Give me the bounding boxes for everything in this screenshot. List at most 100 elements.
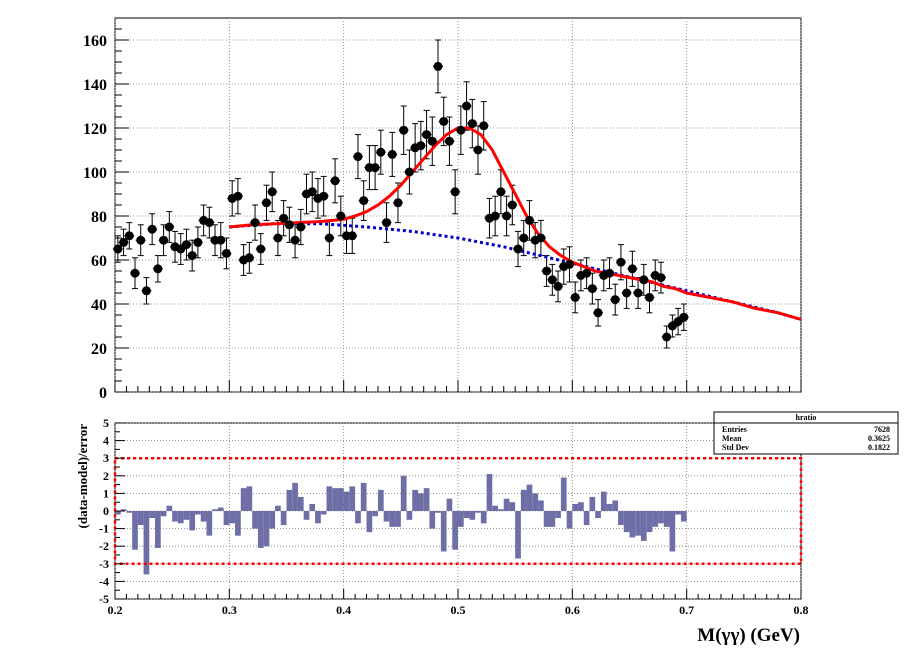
data-point [467, 119, 477, 129]
data-points [113, 61, 689, 342]
residual-bar [223, 511, 230, 526]
data-point [490, 211, 500, 221]
data-point [204, 218, 214, 228]
residual-bar [292, 482, 298, 511]
data-point [473, 145, 483, 155]
residual-bar [155, 511, 161, 548]
residual-bar [132, 511, 138, 550]
data-point [587, 284, 597, 294]
residual-bar [600, 491, 607, 511]
residual-bar [606, 503, 613, 511]
residual-bar [355, 511, 361, 524]
residual-y-tick-label: -2 [99, 539, 109, 553]
residual-bar [240, 488, 247, 511]
data-point [193, 237, 203, 247]
data-point [439, 116, 449, 126]
residual-bar [406, 511, 413, 520]
data-point [479, 121, 489, 131]
data-point [319, 191, 329, 201]
residual-y-tick-label: 0 [103, 504, 109, 518]
residual-bar [612, 500, 619, 511]
residual-bar [252, 511, 258, 529]
data-point [221, 248, 231, 258]
data-point [376, 147, 386, 157]
data-point [519, 233, 529, 243]
residual-y-tick-label: -5 [99, 592, 109, 606]
residual-bar [629, 511, 636, 538]
residual-bar [257, 511, 264, 548]
residual-bar [509, 502, 516, 511]
residual-bar [640, 511, 647, 541]
data-point [387, 149, 397, 159]
residual-bar [383, 511, 390, 522]
residual-bar [343, 491, 350, 511]
data-point [450, 187, 460, 197]
residual-bar [435, 511, 441, 513]
stats-mean-label: Mean [722, 434, 742, 443]
data-point [124, 231, 134, 241]
residual-bar [515, 511, 521, 559]
residual-bar [618, 511, 624, 526]
residual-bar [143, 511, 150, 575]
stats-stddev-label: Std Dev [722, 443, 749, 452]
residual-bar [623, 511, 630, 533]
data-point [502, 211, 512, 221]
residual-bar [166, 505, 173, 511]
residual-bar [675, 511, 681, 515]
top-y-tick-label: 100 [83, 165, 107, 182]
residual-bar [635, 511, 641, 536]
residual-bar [595, 511, 601, 519]
data-point [347, 231, 357, 241]
residual-bar [297, 496, 304, 511]
residual-bar [286, 489, 293, 511]
data-point [370, 163, 380, 173]
data-point [336, 211, 346, 221]
residual-bar [206, 511, 213, 536]
data-point [164, 222, 174, 232]
data-point [645, 292, 655, 302]
data-point [181, 240, 191, 250]
data-point [444, 136, 454, 146]
data-point [273, 233, 283, 243]
residual-x-tick-label: 0.6 [565, 603, 580, 617]
data-point [456, 125, 466, 135]
residual-bar [503, 498, 510, 511]
data-point [296, 222, 306, 232]
residual-bar [680, 511, 687, 522]
residual-bar [235, 511, 241, 536]
residual-bar [320, 511, 327, 515]
residual-bar [669, 511, 676, 552]
data-point [422, 130, 432, 140]
data-point [267, 187, 277, 197]
data-point [627, 264, 637, 274]
residual-bar [326, 486, 333, 511]
data-point [553, 281, 563, 291]
residual-bar [560, 477, 567, 511]
residual-bar [400, 475, 407, 511]
data-point [244, 253, 254, 263]
residual-bar [389, 511, 396, 527]
residual-bar [526, 484, 533, 511]
residual-panel: -5 -4 -3 -2 -1 0 1 2 3 4 5 0.2 0.3 0.4 0.5 0.6 0.7 0.8 (… [75, 416, 809, 646]
data-point [159, 235, 169, 245]
data-point [656, 273, 666, 283]
top-x-axis [114, 380, 802, 392]
residual-bar [555, 511, 561, 519]
top-y-tick-label: 20 [91, 341, 107, 358]
top-y-tick-label: 120 [83, 121, 107, 138]
data-point [416, 141, 426, 151]
stats-box: hratio Entries 7628 Mean 0.3625 Std Dev … [713, 411, 899, 455]
residual-bar [366, 511, 373, 533]
residual-bar [469, 511, 476, 520]
residual-bar [417, 493, 424, 511]
data-point [433, 61, 443, 71]
residual-bar [212, 509, 218, 511]
data-point [633, 288, 643, 298]
residual-x-axis: 0.2 0.3 0.4 0.5 0.6 0.7 0.8 [108, 589, 809, 617]
data-point [216, 235, 226, 245]
residual-bar [395, 511, 401, 527]
stats-entries-value: 7628 [874, 425, 890, 434]
residual-bar [189, 511, 196, 531]
residual-bar [195, 511, 201, 515]
